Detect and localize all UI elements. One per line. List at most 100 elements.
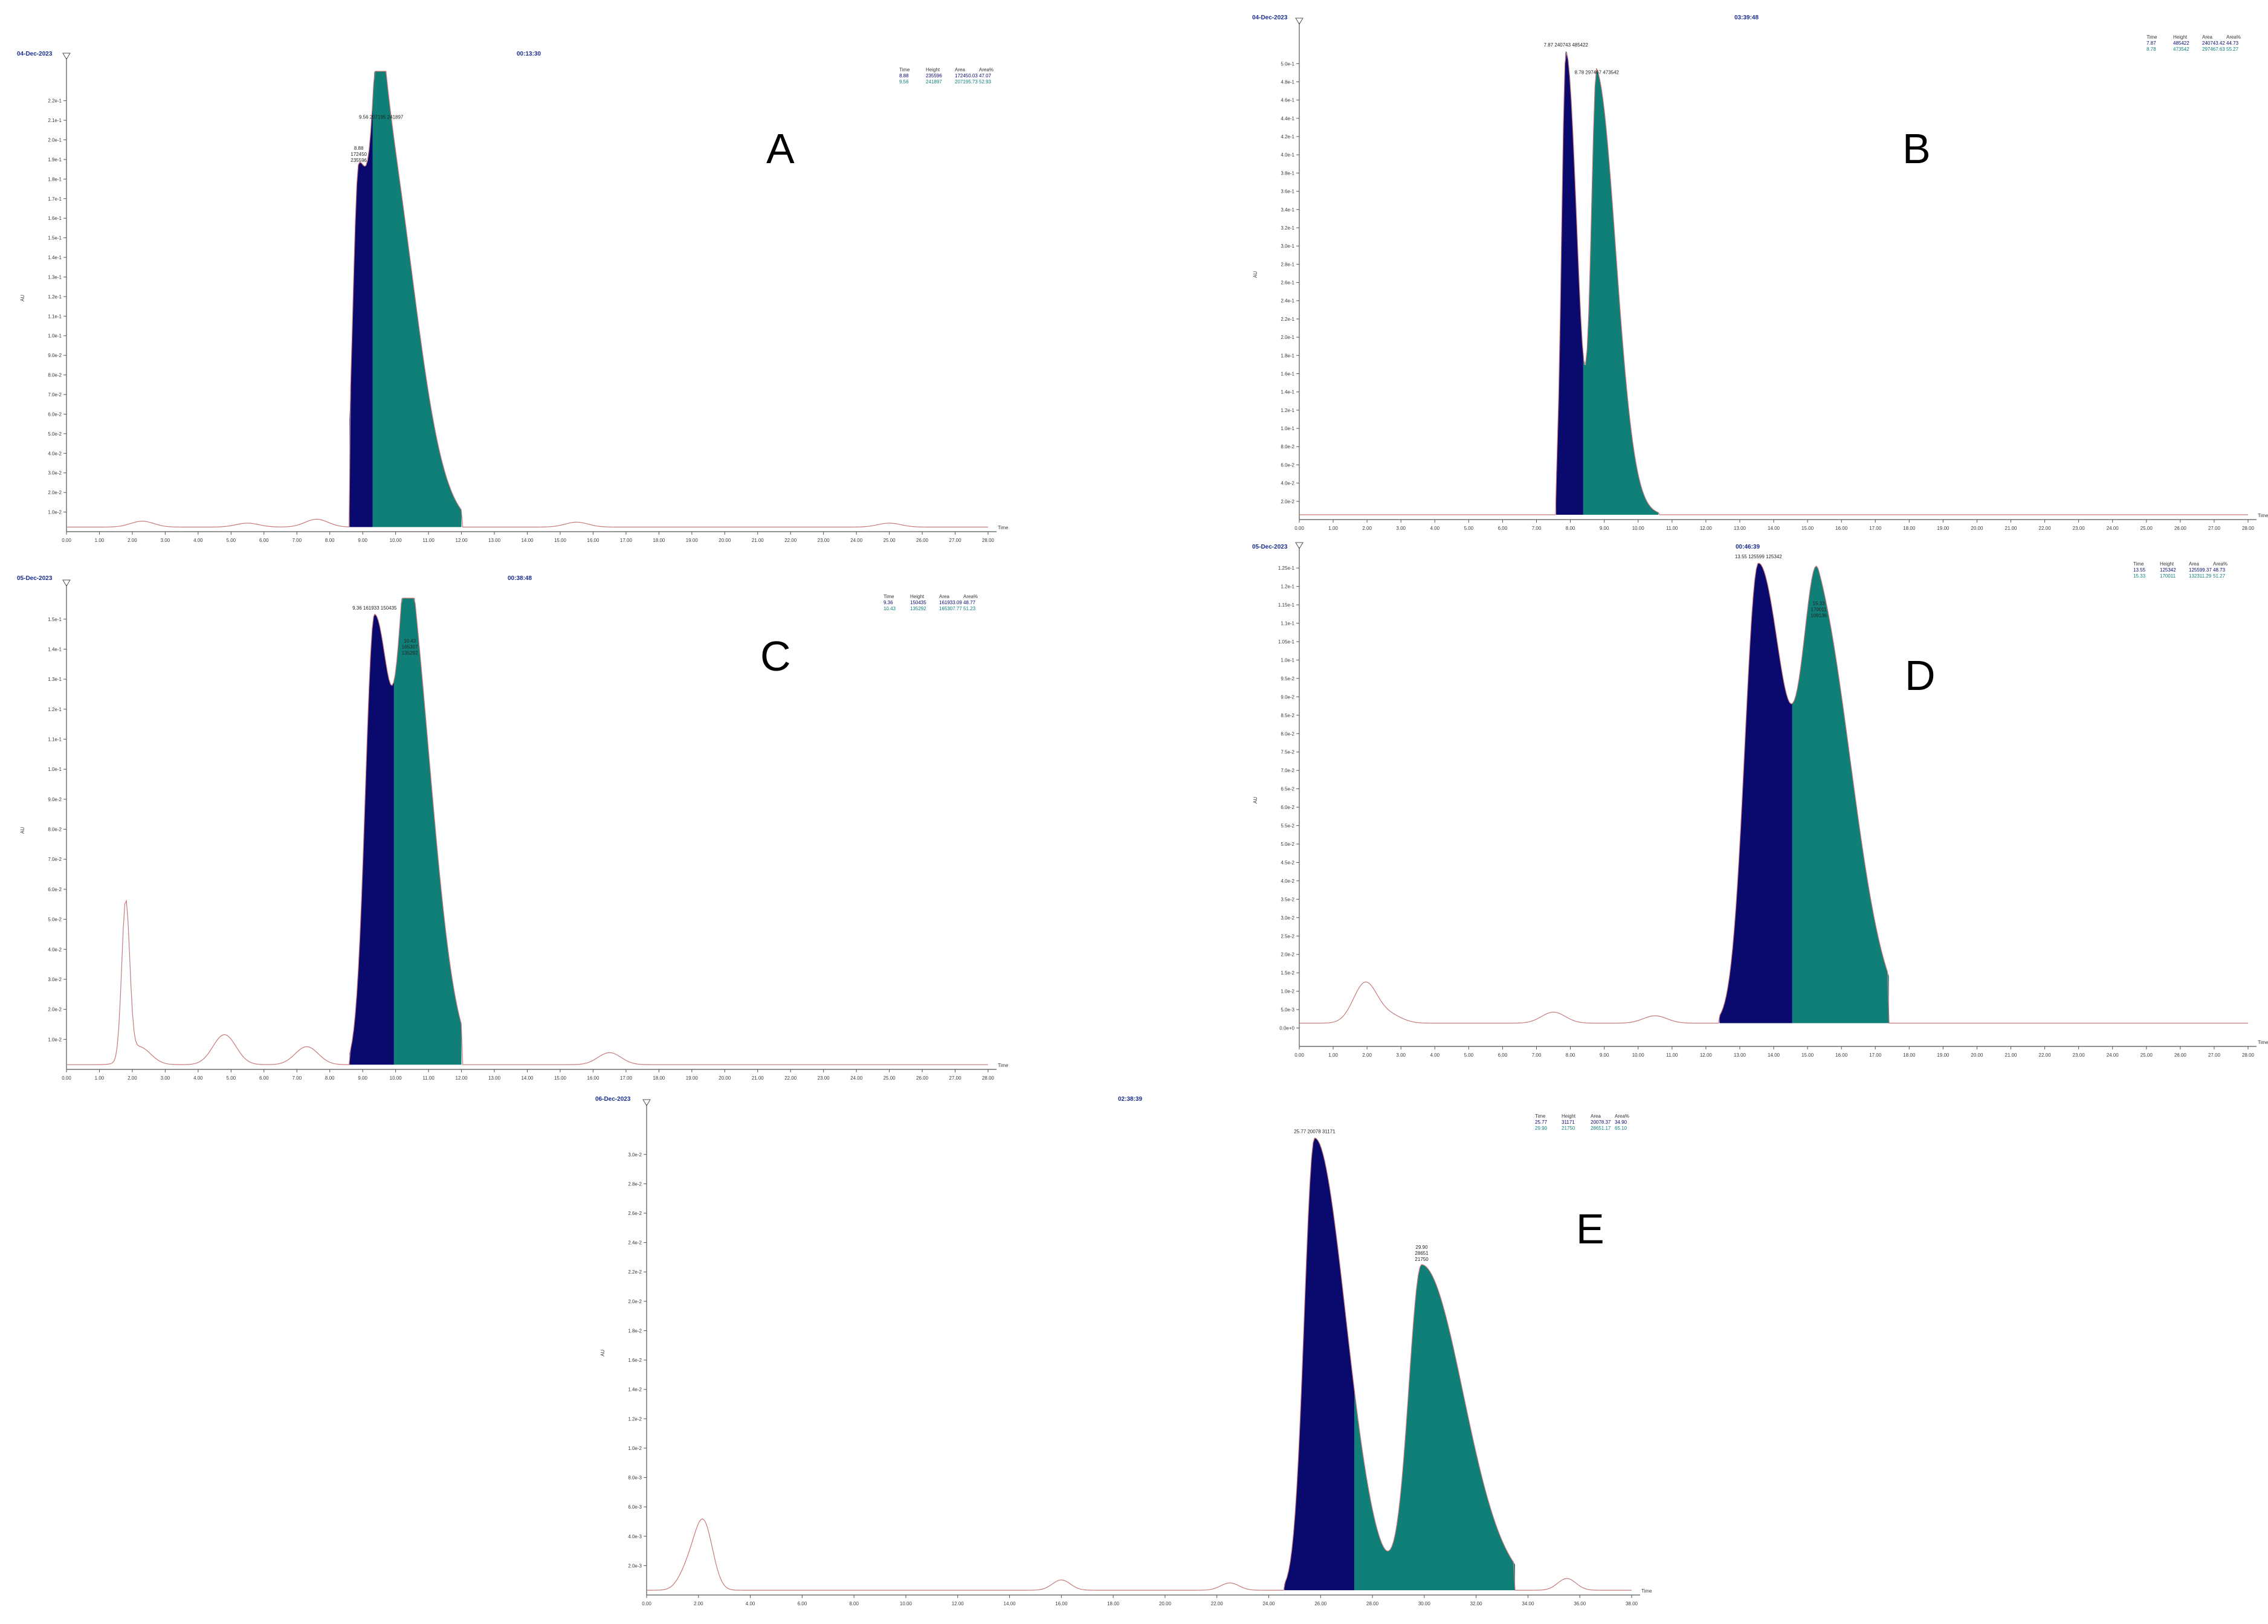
x-tick-label: 15.00 xyxy=(554,1075,567,1081)
x-tick-label: 28.00 xyxy=(2242,1052,2255,1058)
x-tick-label: 18.00 xyxy=(1903,526,1916,531)
x-tick-label: 26.00 xyxy=(1314,1601,1327,1606)
table-cell: 172450.03 xyxy=(955,73,978,79)
y-tick-label: 9.0e-2 xyxy=(48,353,62,358)
peak-label: 165307 xyxy=(402,644,418,649)
y-tick-label: 2.8e-1 xyxy=(1281,262,1294,267)
y-tick-label: 7.0e-2 xyxy=(48,392,62,398)
table-cell: 125342 xyxy=(2160,567,2176,573)
x-tick-label: 4.00 xyxy=(746,1601,755,1606)
run-time: 00:46:39 xyxy=(1736,544,1760,550)
x-tick-label: 17.00 xyxy=(1869,526,1882,531)
x-tick-label: 25.00 xyxy=(2140,1052,2153,1058)
y-tick-label: 7.0e-2 xyxy=(1281,768,1294,773)
table-header: Time xyxy=(884,594,894,599)
y-tick-label: 1.2e-1 xyxy=(48,707,62,712)
x-tick-label: 4.00 xyxy=(193,538,203,543)
y-tick-label: 1.3e-1 xyxy=(48,677,62,682)
y-tick-label: 1.6e-1 xyxy=(1281,371,1294,376)
table-cell: 170011 xyxy=(2160,573,2176,579)
x-tick-label: 12.00 xyxy=(456,538,468,543)
baseline-trace xyxy=(66,71,988,527)
x-tick-label: 8.00 xyxy=(1566,1052,1575,1058)
x-tick-label: 13.00 xyxy=(488,1075,501,1081)
table-cell: 44.73 xyxy=(2226,40,2239,46)
x-tick-label: 16.00 xyxy=(587,1075,599,1081)
table-header: Time xyxy=(1535,1113,1546,1119)
x-tick-label: 8.00 xyxy=(1566,526,1575,531)
table-header: Area xyxy=(2202,34,2212,40)
panel-letter: E xyxy=(1576,1205,1604,1252)
table-cell: 65.10 xyxy=(1615,1126,1627,1131)
y-tick-label: 8.0e-3 xyxy=(628,1475,642,1481)
table-cell: 207195.73 xyxy=(955,79,978,85)
y-axis-marker xyxy=(1295,542,1304,549)
x-tick-label: 5.00 xyxy=(1464,1052,1474,1058)
peak-label: 8.78 297467 473542 xyxy=(1575,69,1620,75)
y-axis-label: AU xyxy=(1253,271,1258,278)
x-tick-label: 26.00 xyxy=(2174,526,2187,531)
y-tick-label: 1.5e-2 xyxy=(1281,970,1294,976)
y-tick-label: 3.6e-1 xyxy=(1281,189,1294,195)
x-tick-label: 24.00 xyxy=(1262,1601,1275,1606)
y-tick-label: 1.0e-1 xyxy=(1281,657,1294,663)
baseline-trace xyxy=(1299,562,2248,1024)
y-tick-label: 4.0e-2 xyxy=(48,947,62,952)
x-tick-label: 28.00 xyxy=(982,538,995,543)
x-tick-label: 14.00 xyxy=(1768,1052,1780,1058)
x-tick-label: 8.00 xyxy=(325,538,335,543)
y-tick-label: 1.2e-2 xyxy=(628,1416,642,1422)
peak-label: 25.77 20078 31171 xyxy=(1294,1129,1336,1134)
x-tick-label: 8.00 xyxy=(849,1601,859,1606)
panel-letter: D xyxy=(1905,652,1936,699)
x-tick-label: 19.00 xyxy=(686,538,699,543)
y-tick-label: 1.2e-1 xyxy=(1281,584,1294,590)
y-tick-label: 1.3e-1 xyxy=(48,274,62,280)
y-tick-label: 2.0e-2 xyxy=(1281,499,1294,504)
peak-1 xyxy=(1284,1138,1355,1591)
y-tick-label: 6.0e-2 xyxy=(48,411,62,417)
y-tick-label: 2.6e-2 xyxy=(628,1211,642,1216)
x-tick-label: 2.00 xyxy=(1362,1052,1372,1058)
table-cell: 55.27 xyxy=(2226,47,2239,52)
table-cell: 240743.42 xyxy=(2202,40,2225,46)
x-tick-label: 23.00 xyxy=(2073,526,2085,531)
y-tick-label: 2.0e-3 xyxy=(628,1563,642,1568)
x-tick-label: 11.00 xyxy=(422,538,435,543)
x-tick-label: 0.00 xyxy=(62,538,71,543)
peak-label: 8.88 xyxy=(354,146,364,151)
peak-2 xyxy=(393,598,462,1065)
x-tick-label: 9.00 xyxy=(1600,1052,1609,1058)
x-tick-label: 22.00 xyxy=(2039,526,2052,531)
table-cell: 47.07 xyxy=(979,73,992,79)
x-axis-label: Time xyxy=(998,525,1009,530)
y-tick-label: 1.25e-1 xyxy=(1278,566,1295,571)
table-cell: 28651.17 xyxy=(1591,1126,1611,1131)
table-cell: 48.73 xyxy=(2213,567,2226,573)
y-tick-label: 1.5e-1 xyxy=(48,617,62,622)
y-tick-label: 2.2e-1 xyxy=(48,98,62,104)
x-tick-label: 13.00 xyxy=(1734,1052,1746,1058)
run-date: 04-Dec-2023 xyxy=(1252,14,1288,21)
y-tick-label: 8.5e-2 xyxy=(1281,713,1294,718)
x-tick-label: 32.00 xyxy=(1470,1601,1483,1606)
x-tick-label: 11.00 xyxy=(1666,526,1678,531)
y-tick-label: 6.0e-2 xyxy=(1281,462,1294,468)
y-tick-label: 1.0e-2 xyxy=(1281,989,1294,994)
x-tick-label: 6.00 xyxy=(798,1601,807,1606)
y-tick-label: 4.0e-2 xyxy=(1281,878,1294,884)
y-tick-label: 1.4e-1 xyxy=(48,646,62,652)
table-cell: 165307.77 xyxy=(939,606,962,611)
x-tick-label: 10.00 xyxy=(900,1601,913,1606)
x-tick-label: 14.00 xyxy=(1004,1601,1016,1606)
x-tick-label: 27.00 xyxy=(949,1075,962,1081)
y-tick-label: 3.2e-1 xyxy=(1281,225,1294,231)
table-header: Area xyxy=(939,594,949,599)
y-tick-label: 3.0e-2 xyxy=(48,977,62,982)
table-header: Height xyxy=(1562,1113,1576,1119)
y-tick-label: 8.0e-2 xyxy=(48,373,62,378)
x-axis-label: Time xyxy=(2258,513,2268,518)
x-tick-label: 4.00 xyxy=(1430,526,1439,531)
y-tick-label: 4.6e-1 xyxy=(1281,98,1294,103)
